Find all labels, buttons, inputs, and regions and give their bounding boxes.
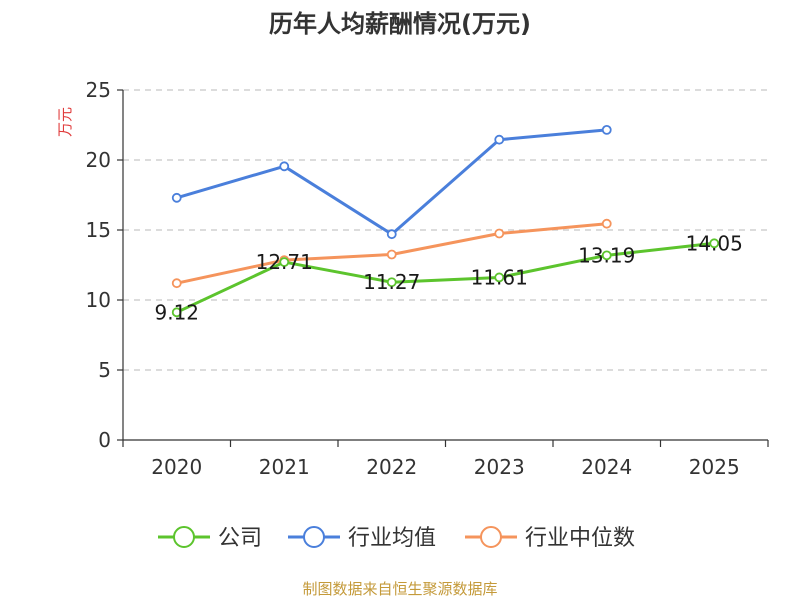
data-label-1: 12.71 <box>256 250 313 274</box>
data-point-2-4 <box>601 218 612 229</box>
data-point-0-3 <box>494 272 505 283</box>
y-tick-labels: 0 5 10 15 20 25 <box>86 78 111 452</box>
x-tick-label-2022: 2022 <box>366 455 417 479</box>
data-point-0-1 <box>279 257 290 267</box>
x-tick-label-2020: 2020 <box>151 455 202 479</box>
data-point-0-0 <box>171 307 182 318</box>
data-point-1-0 <box>171 192 182 203</box>
series-group <box>171 124 720 318</box>
data-label-0: 9.12 <box>154 300 199 324</box>
legend: 公司 行业均值 行业中位数 <box>158 526 635 551</box>
data-point-2-3 <box>494 228 505 239</box>
grid-lines <box>123 89 768 371</box>
data-point-1-4 <box>601 124 612 135</box>
x-tick-label-2021: 2021 <box>259 455 310 479</box>
y-tick-label-5: 5 <box>98 358 111 382</box>
data-label-4: 13.19 <box>578 243 635 267</box>
y-tick-label-15: 15 <box>86 218 111 242</box>
legend-label-1: 行业均值 <box>348 526 436 551</box>
series-line-0 <box>175 241 716 314</box>
data-point-2-2 <box>386 249 397 260</box>
data-point-1-2 <box>386 229 397 240</box>
x-tick-labels: 2020 2021 2022 2023 2024 2025 <box>151 455 739 479</box>
legend-marker-1 <box>303 526 325 548</box>
data-label-3: 11.61 <box>471 265 528 289</box>
data-point-0-5 <box>709 238 720 249</box>
legend-marker-0 <box>173 526 195 548</box>
y-tick-label-20: 20 <box>86 148 111 172</box>
y-tick-label-25: 25 <box>86 78 111 102</box>
data-point-0-2 <box>386 277 397 288</box>
data-point-1-1 <box>279 161 290 172</box>
y-tick-label-10: 10 <box>86 288 111 312</box>
data-label-5: 14.05 <box>686 231 743 255</box>
data-labels: 9.12 12.71 11.27 11.61 13.19 14.05 <box>154 231 742 324</box>
legend-marker-2 <box>480 526 502 548</box>
data-label-2: 11.27 <box>363 270 420 294</box>
x-tick-label-2023: 2023 <box>474 455 525 479</box>
x-tick-label-2024: 2024 <box>581 455 632 479</box>
series-line-1 <box>175 128 609 236</box>
chart-title: 历年人均薪酬情况(万元) <box>269 10 531 38</box>
data-point-2-0 <box>171 278 182 289</box>
y-axis-label: 万元 <box>56 107 74 137</box>
source-note: 制图数据来自恒生聚源数据库 <box>302 580 497 598</box>
y-tick-label-0: 0 <box>98 428 111 452</box>
legend-label-2: 行业中位数 <box>525 526 635 551</box>
data-point-0-4 <box>601 250 612 261</box>
x-tick-label-2025: 2025 <box>689 455 740 479</box>
axes <box>117 89 769 447</box>
data-point-1-3 <box>494 134 505 145</box>
legend-label-0: 公司 <box>218 526 262 551</box>
